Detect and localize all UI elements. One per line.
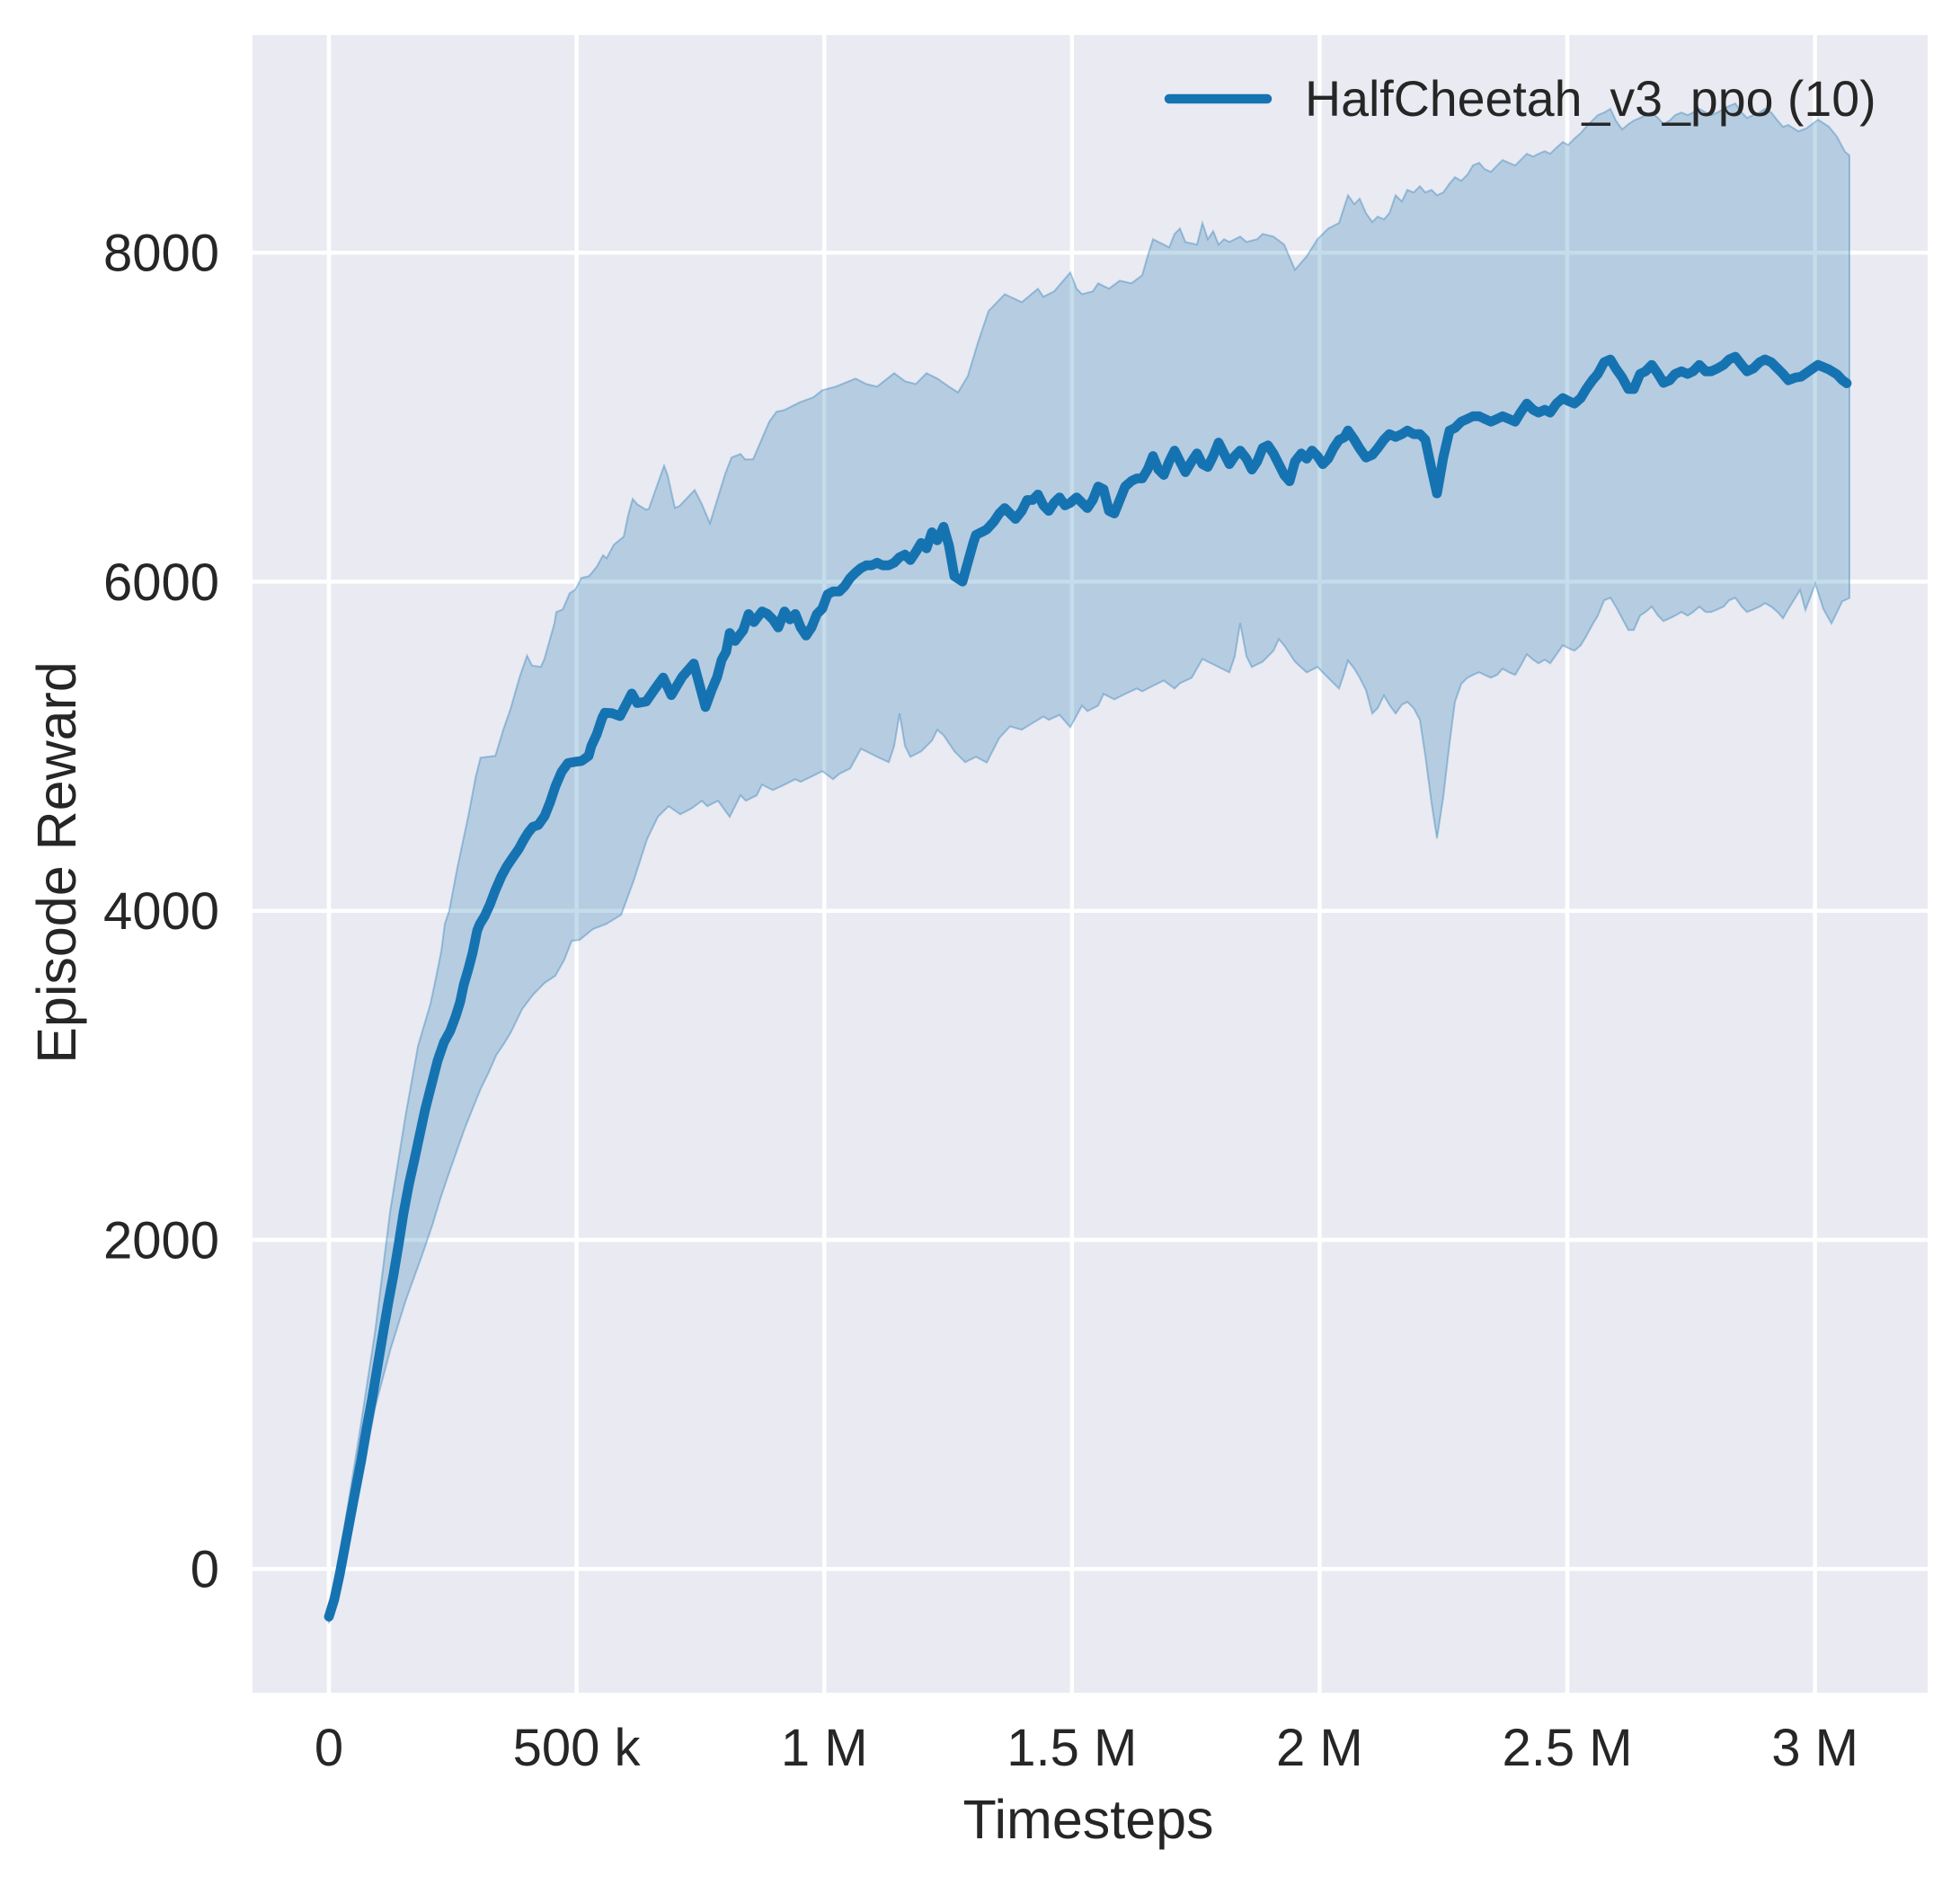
svg-text:1.5 M: 1.5 M [1007, 1719, 1137, 1777]
svg-text:4000: 4000 [103, 882, 219, 941]
svg-text:Timesteps: Timesteps [962, 1789, 1213, 1850]
svg-text:2.5 M: 2.5 M [1502, 1719, 1632, 1777]
svg-text:0: 0 [191, 1541, 219, 1599]
svg-text:1 M: 1 M [781, 1719, 868, 1777]
svg-text:2 M: 2 M [1276, 1719, 1363, 1777]
svg-text:HalfCheetah_v3_ppo (10): HalfCheetah_v3_ppo (10) [1305, 71, 1876, 127]
svg-text:6000: 6000 [103, 553, 219, 612]
svg-text:0: 0 [315, 1719, 343, 1777]
svg-text:8000: 8000 [103, 225, 219, 283]
svg-text:Episode Reward: Episode Reward [26, 661, 87, 1064]
svg-text:500 k: 500 k [513, 1719, 642, 1777]
svg-text:2000: 2000 [103, 1212, 219, 1270]
svg-text:3 M: 3 M [1771, 1719, 1858, 1777]
